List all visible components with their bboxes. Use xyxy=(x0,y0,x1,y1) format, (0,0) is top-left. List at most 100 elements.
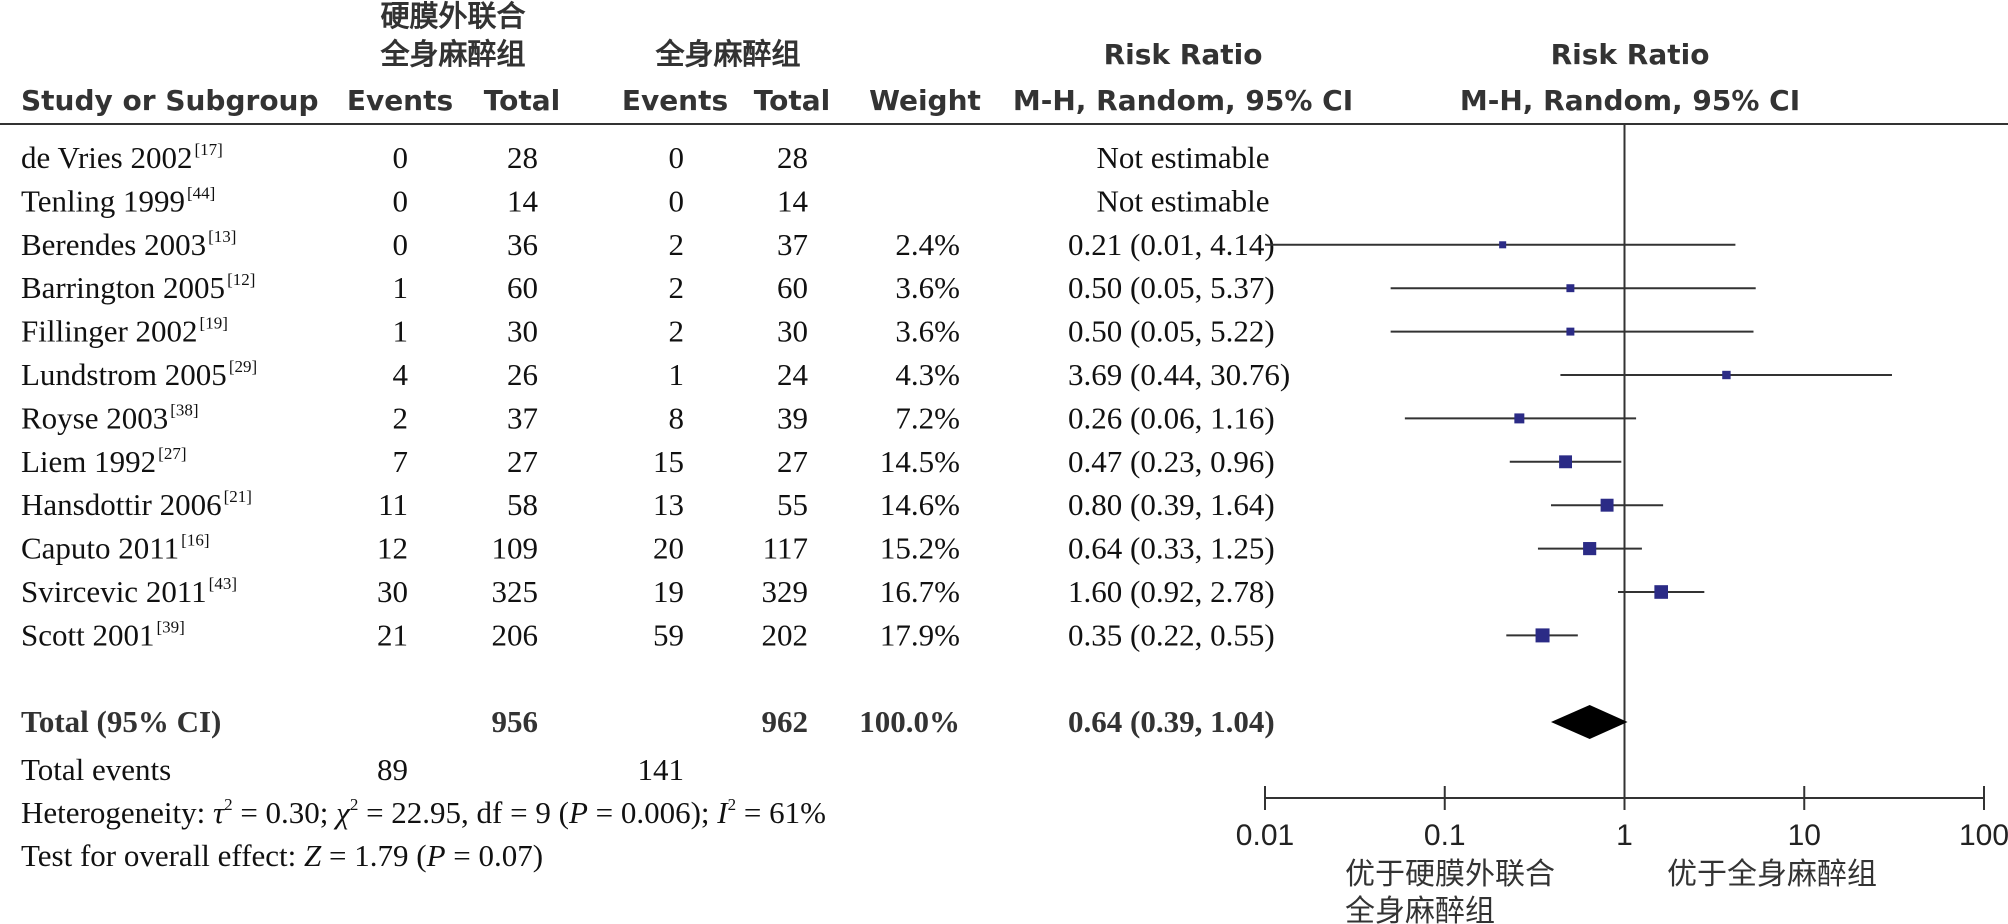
events1-cell: 21 xyxy=(377,617,408,652)
events2-cell: 15 xyxy=(653,444,684,479)
total1-cell: 60 xyxy=(507,270,538,305)
plot-title: Risk Ratio xyxy=(1551,38,1710,71)
effect-marker xyxy=(1600,498,1614,512)
weight-cell: 2.4% xyxy=(895,227,960,262)
study-reference: [29] xyxy=(229,357,257,376)
plot-method: M-H, Random, 95% CI xyxy=(1460,84,1800,117)
total1-cell: 58 xyxy=(507,487,538,522)
total-label: Total (95% CI) xyxy=(21,704,221,739)
study-rows: de Vries 2002 [17] 0 28 0 28 Not estimableTenl… xyxy=(21,140,1290,652)
favours-left-label-line2: 全身麻醉组 xyxy=(1345,894,1495,924)
effect-marker xyxy=(1566,327,1575,336)
events2-cell: 13 xyxy=(653,487,684,522)
favours-right-label: 优于全身麻醉组 xyxy=(1667,857,1877,892)
total-events-label: Total events xyxy=(21,752,171,787)
risk-ratio-method-header: M-H, Random, 95% CI xyxy=(1013,84,1353,117)
total2-cell: 39 xyxy=(777,400,808,435)
total1-cell: 28 xyxy=(507,140,538,175)
events1-cell: 1 xyxy=(393,270,409,305)
total1-value: 956 xyxy=(492,704,539,739)
ci-cell: 3.69 (0.44, 30.76) xyxy=(1068,357,1290,392)
study-name: Liem 1992 xyxy=(21,444,156,479)
total1-cell: 14 xyxy=(507,183,539,218)
ci-cell: 0.50 (0.05, 5.22) xyxy=(1068,314,1275,349)
study-reference: [17] xyxy=(194,140,222,159)
events2-cell: 19 xyxy=(653,574,684,609)
total-ci: 0.64 (0.39, 1.04) xyxy=(1068,704,1275,739)
table-row: Hansdottir 2006 [21] 11 58 13 55 14.6% 0.80 (0.… xyxy=(21,487,1275,522)
table-row: de Vries 2002 [17] 0 28 0 28 Not estimable xyxy=(21,140,1270,175)
ci-cell: 0.26 (0.06, 1.16) xyxy=(1068,400,1275,435)
table-row: Svircevic 2011 [43] 30 325 19 329 16.7% 1.60 (0… xyxy=(21,574,1275,609)
study-reference: [12] xyxy=(227,270,255,289)
events2-cell: 2 xyxy=(669,314,685,349)
events1-cell: 12 xyxy=(377,531,408,566)
ci-cell: 1.60 (0.92, 2.78) xyxy=(1068,574,1275,609)
study-name: Barrington 2005 xyxy=(21,270,225,305)
table-row: Barrington 2005 [12] 1 60 2 60 3.6% 0.50 (0.05,… xyxy=(21,270,1275,305)
heterogeneity-text: Heterogeneity: τ2 = 0.30; χ2 = 22.95, df… xyxy=(21,795,826,830)
study-reference: [27] xyxy=(158,444,186,463)
events2-cell: 59 xyxy=(653,617,684,652)
total2-cell: 329 xyxy=(762,574,809,609)
total1-cell: 37 xyxy=(507,400,538,435)
events1-cell: 0 xyxy=(393,227,409,262)
events2-cell: 0 xyxy=(669,183,685,218)
total2-cell: 37 xyxy=(777,227,808,262)
events2-cell: 8 xyxy=(669,400,685,435)
study-name: Svircevic 2011 xyxy=(21,574,207,609)
effect-marker xyxy=(1583,542,1597,556)
events2-cell: 1 xyxy=(669,357,685,392)
effect-marker xyxy=(1654,585,1669,599)
study-name: Hansdottir 2006 xyxy=(21,487,222,522)
events1-cell: 11 xyxy=(378,487,408,522)
events1-header: Events xyxy=(347,84,453,117)
total2-cell: 27 xyxy=(777,444,808,479)
events2-cell: 2 xyxy=(669,270,685,305)
favours-left-label: 优于硬膜外联合 xyxy=(1345,857,1555,892)
weight-header: Weight xyxy=(869,84,981,117)
total2-cell: 202 xyxy=(762,617,809,652)
study-name: Lundstrom 2005 xyxy=(21,357,227,392)
weight-cell: 15.2% xyxy=(880,531,960,566)
x-tick-label: 100 xyxy=(1959,819,2008,852)
total-weight: 100.0% xyxy=(859,704,960,739)
total2-cell: 55 xyxy=(777,487,808,522)
study-reference: [44] xyxy=(187,183,215,202)
weight-cell: 3.6% xyxy=(895,270,960,305)
overall-effect-text: Test for overall effect: Z = 1.79 (P = 0… xyxy=(21,838,543,873)
total2-value: 962 xyxy=(762,704,809,739)
total2-header: Total xyxy=(754,84,831,117)
study-name: Royse 2003 xyxy=(21,400,168,435)
study-name: Berendes 2003 xyxy=(21,227,206,262)
weight-cell: 3.6% xyxy=(895,314,960,349)
study-column-header: Study or Subgroup xyxy=(21,84,319,117)
weight-cell: 14.6% xyxy=(880,487,960,522)
weight-cell: 16.7% xyxy=(880,574,960,609)
ci-cell: 0.50 (0.05, 5.37) xyxy=(1068,270,1275,305)
x-tick-label: 0.01 xyxy=(1236,819,1294,852)
total1-cell: 27 xyxy=(507,444,538,479)
study-reference: [43] xyxy=(209,574,237,593)
events1-cell: 2 xyxy=(393,400,409,435)
study-name: Fillinger 2002 xyxy=(21,314,198,349)
total2-cell: 60 xyxy=(777,270,808,305)
study-reference: [21] xyxy=(224,487,252,506)
study-name: de Vries 2002 xyxy=(21,140,192,175)
weight-cell: 7.2% xyxy=(895,400,960,435)
study-name: Tenling 1999 xyxy=(21,183,185,218)
events1-cell: 30 xyxy=(377,574,408,609)
table-row: Liem 1992 [27] 7 27 15 27 14.5% 0.47 (0.23, 0.9… xyxy=(21,444,1275,479)
weight-cell: 4.3% xyxy=(895,357,960,392)
group2-header: 全身麻醉组 xyxy=(654,37,800,71)
effect-marker xyxy=(1722,370,1731,380)
x-tick-label: 1 xyxy=(1616,819,1633,852)
ci-cell: 0.47 (0.23, 0.96) xyxy=(1068,444,1275,479)
events2-cell: 0 xyxy=(669,140,685,175)
total2-cell: 14 xyxy=(777,183,809,218)
risk-ratio-header: Risk Ratio xyxy=(1104,38,1263,71)
study-reference: [38] xyxy=(170,400,198,419)
total1-cell: 206 xyxy=(492,617,539,652)
